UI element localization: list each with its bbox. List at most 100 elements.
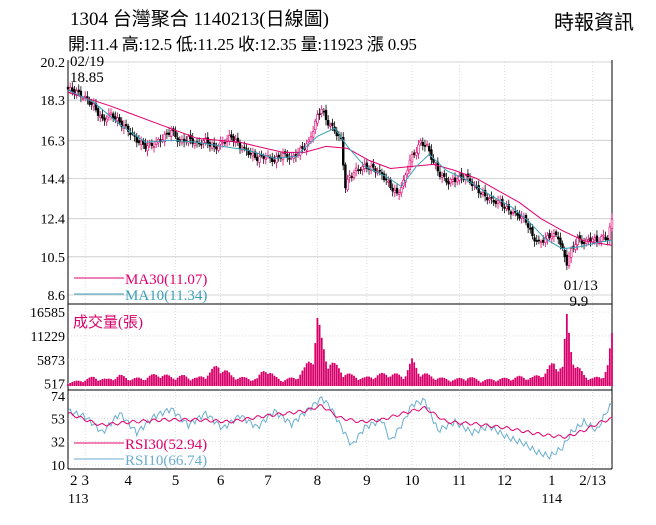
candle-body [378,169,381,172]
volume-bar [357,380,360,386]
volume-bar [404,376,407,386]
candle-body [256,156,259,161]
volume-bar [510,380,512,386]
candle-body [526,223,530,228]
volume-bar [542,376,545,386]
volume-bar [546,368,549,386]
volume-tick-label: 11229 [31,330,65,345]
volume-bar [585,377,588,386]
candle-body [589,237,592,242]
volume-bar [469,377,471,386]
candle-body [481,191,485,195]
volume-bar [479,382,482,386]
volume-bar [249,380,252,386]
candle-body [511,212,515,215]
candle-body [533,237,536,242]
candle-body [350,176,354,178]
ohlc-summary: 開:11.4 高:12.5 低:11.25 收:12.35 量:11923 漲 … [68,35,417,54]
rsi-tick-label: 74 [51,390,65,405]
volume-bar [475,379,478,386]
volume-bar [112,380,115,386]
candle-body [548,233,551,238]
volume-bar [537,375,540,386]
candle-body [228,135,231,142]
volume-bar [133,378,136,386]
candle-body [486,197,489,201]
volume-bar [245,377,248,386]
candle-body [251,152,255,157]
volume-bar [211,368,213,386]
price-tick-label: 18.3 [41,94,66,109]
volume-bar [385,374,388,386]
candle-body [509,211,513,215]
price-tick-label: 10.5 [41,251,66,266]
candle-body [346,179,349,190]
volume-bar [181,375,183,386]
volume-bar [559,368,562,386]
volume-bar [398,374,401,386]
volume-bar [209,372,211,386]
volume-bar [516,376,519,386]
volume-bar [574,367,577,386]
price-tick-label: 14.4 [41,173,66,188]
volume-bar [142,379,145,386]
volume-bar [492,380,495,386]
volume-bar [114,379,117,386]
volume-bar [284,380,287,386]
candle-body [230,134,233,138]
candle-body [324,109,328,121]
volume-bar [295,379,297,386]
candle-body [520,216,523,219]
candle-body [137,140,141,144]
volume-bar [252,380,254,386]
candle-body [223,142,227,144]
candle-body [535,240,538,242]
volume-bar [125,377,127,386]
volume-bar [69,383,72,386]
volume-bar [290,377,293,386]
volume-bar [426,373,428,386]
volume-bar [307,361,310,386]
candle-body [397,192,401,195]
volume-bar [497,380,499,386]
candle-body [258,156,261,163]
volume-bar [557,371,560,386]
candle-body [406,169,409,175]
volume-bar [170,377,173,386]
candle-body [206,137,209,144]
volume-bar [361,377,364,386]
volume-bar [456,378,459,386]
volume-bar [292,378,295,386]
candle-body [281,153,285,161]
volume-bar [443,377,446,386]
price-tick-label: 8.6 [48,289,66,304]
candle-body [505,206,508,209]
candle-body [221,141,225,144]
volume-bar [140,378,143,386]
x-tick-label: 10 [405,473,420,489]
volume-bar [445,378,448,386]
volume-bar [484,380,487,386]
candle-body [479,192,483,195]
candle-body [187,136,190,144]
volume-bar [529,378,532,386]
volume-bar [391,374,394,386]
volume-bar [146,377,149,386]
volume-bar [329,364,332,386]
volume-bar [604,371,607,386]
candle-body [516,212,519,216]
candle-body [563,249,566,258]
volume-bar [185,376,188,386]
candle-body [410,154,414,163]
rsi-tick-label: 32 [51,435,65,450]
candle-body [425,143,429,146]
volume-bar [374,377,377,386]
candle-body [354,167,358,172]
volume-bar [458,377,461,386]
candle-body [365,162,369,169]
candle-body [314,120,317,130]
volume-bar [97,380,100,386]
candle-body [393,189,397,193]
candle-body [541,239,545,243]
volume-bar [161,375,164,386]
